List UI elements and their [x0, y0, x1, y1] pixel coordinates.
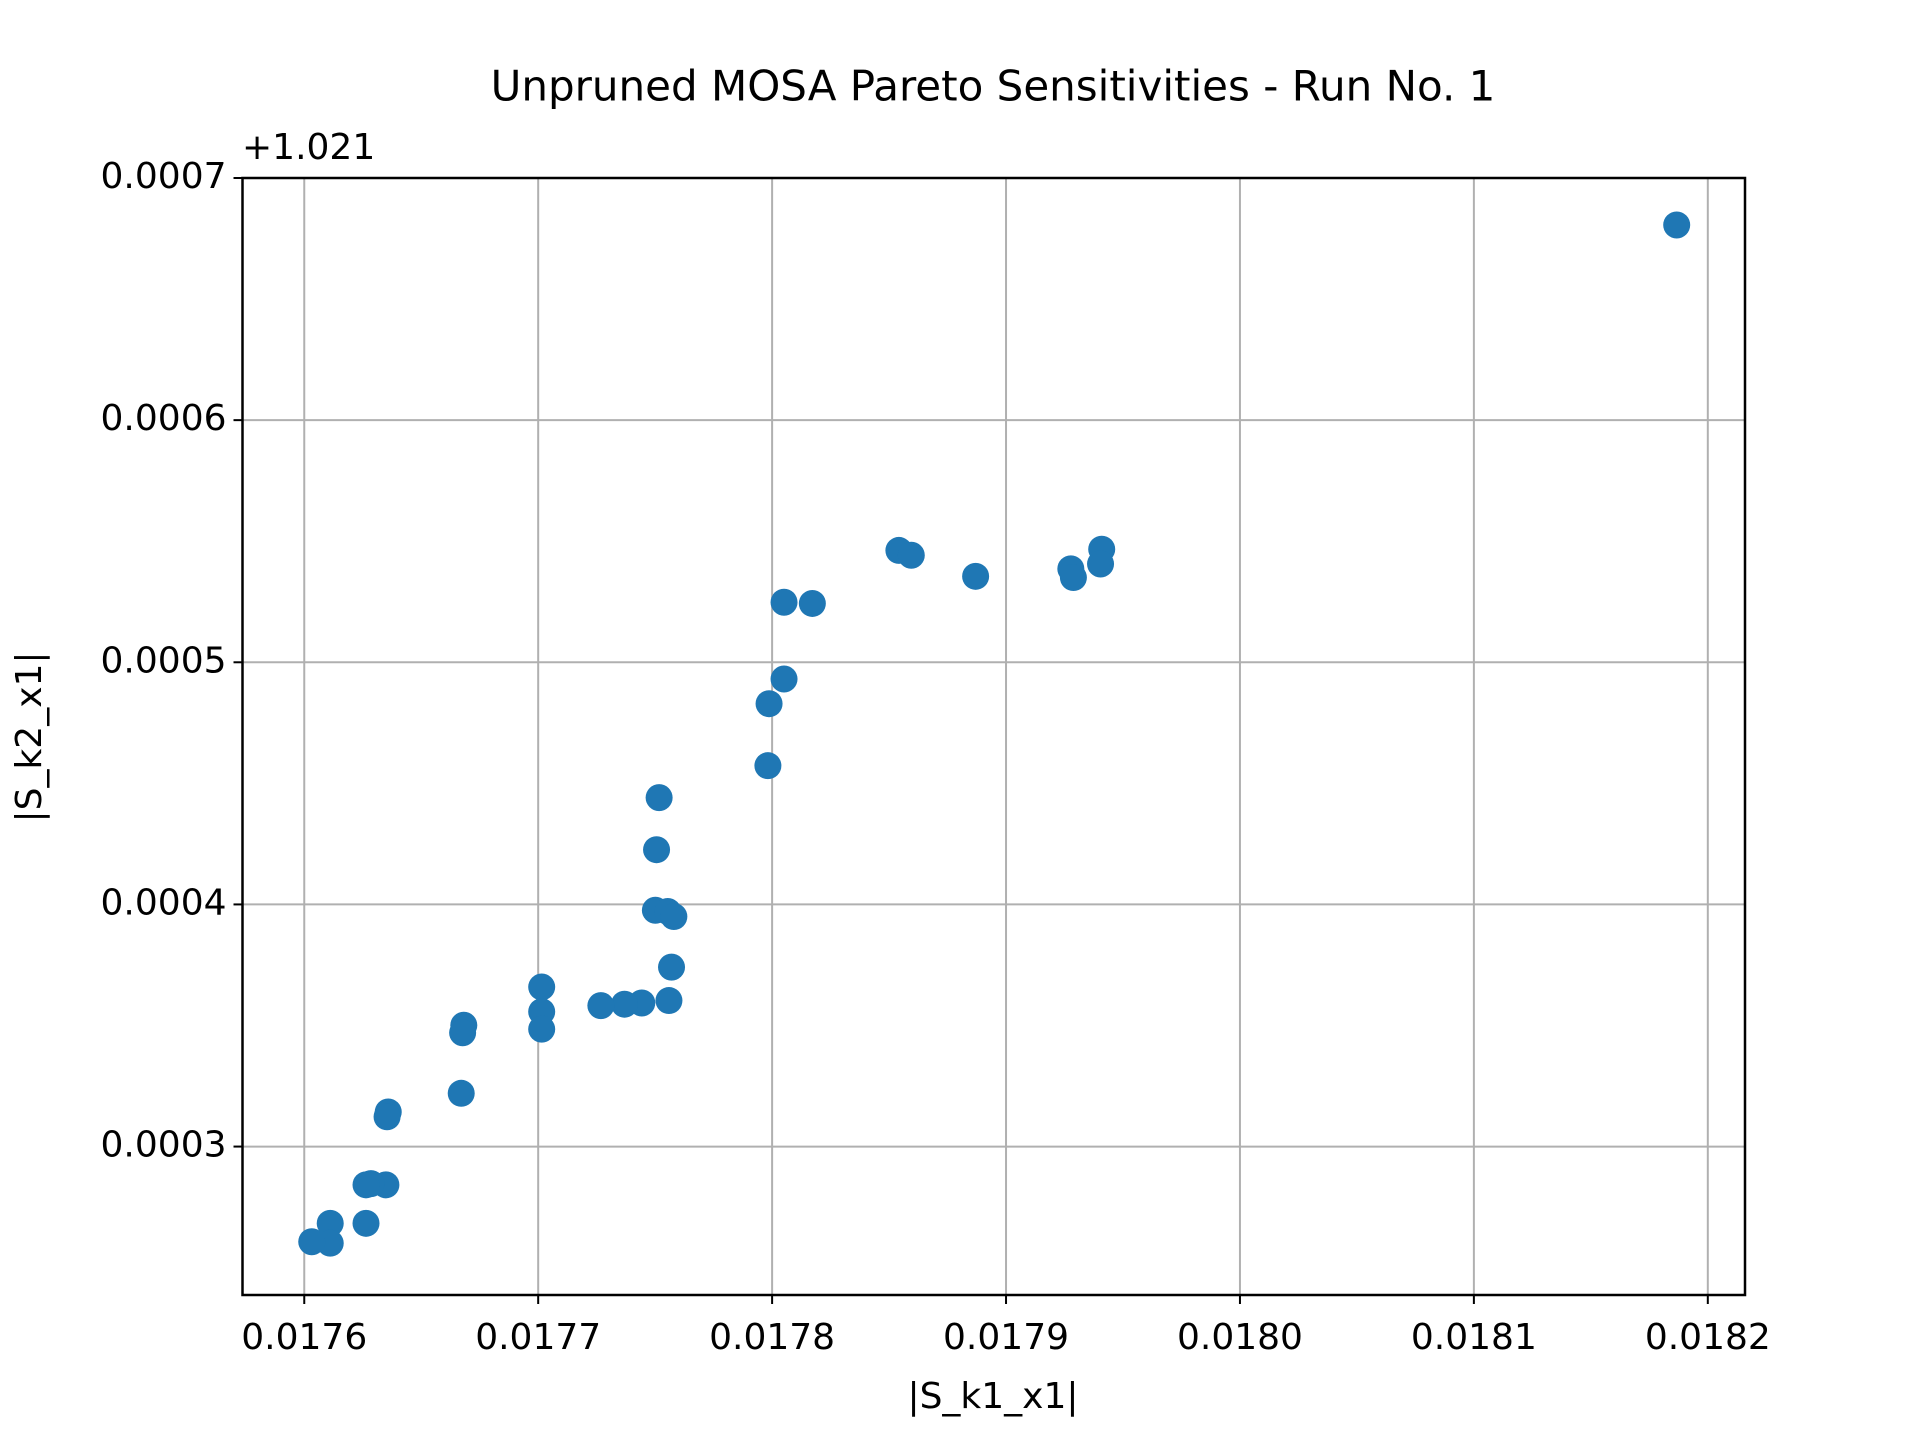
y-axis-label: |S_k2_x1|	[9, 651, 50, 822]
point	[528, 1015, 556, 1043]
point	[643, 836, 671, 864]
point	[897, 541, 925, 569]
y-tick-label: 0.0004	[101, 882, 227, 923]
x-tick-label: 0.0181	[1411, 1317, 1537, 1358]
y-tick-label: 0.0006	[101, 398, 227, 439]
x-tick-label: 0.0182	[1645, 1317, 1771, 1358]
x-tick-label: 0.0178	[709, 1317, 835, 1358]
plot-frame	[241, 176, 1747, 1297]
point	[660, 903, 688, 931]
point	[352, 1209, 380, 1237]
x-tick-label: 0.0179	[943, 1317, 1069, 1358]
point	[298, 1228, 326, 1256]
point	[587, 992, 615, 1020]
point	[316, 1209, 344, 1237]
point	[658, 953, 686, 981]
point	[610, 990, 638, 1018]
point	[655, 987, 683, 1015]
y-tick-label: 0.0003	[101, 1125, 227, 1166]
point	[798, 589, 826, 617]
point	[962, 562, 990, 590]
point	[449, 1019, 477, 1047]
point	[528, 973, 556, 1001]
point	[447, 1079, 475, 1107]
point	[770, 665, 798, 693]
x-tick-label: 0.0176	[241, 1317, 367, 1358]
point	[645, 784, 673, 812]
point	[1087, 550, 1115, 578]
point	[352, 1171, 380, 1199]
point	[1663, 211, 1691, 239]
y-offset-label: +1.021	[242, 127, 375, 168]
x-axis-label: |S_k1_x1|	[907, 1376, 1078, 1417]
y-tick-label: 0.0005	[101, 640, 227, 681]
point	[755, 690, 783, 718]
chart-title: Unpruned MOSA Pareto Sensitivities - Run…	[491, 62, 1496, 111]
point	[373, 1103, 401, 1131]
point	[1059, 564, 1087, 592]
x-tick-label: 0.0177	[475, 1317, 601, 1358]
point	[770, 588, 798, 616]
y-tick-label: 0.0007	[101, 156, 227, 197]
point	[754, 752, 782, 780]
x-tick-label: 0.0180	[1177, 1317, 1303, 1358]
